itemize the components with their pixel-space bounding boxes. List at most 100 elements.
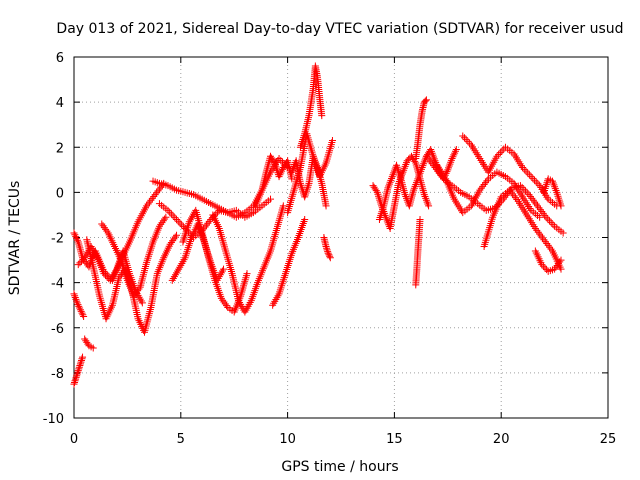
x-tick-label: 25 <box>600 432 617 447</box>
data-point-s9 <box>277 156 285 164</box>
data-point-s25 <box>529 174 537 182</box>
data-point-s25 <box>531 176 539 184</box>
data-point-s9 <box>166 208 174 216</box>
data-point-s1 <box>71 231 79 239</box>
data-point-s28 <box>557 202 565 210</box>
data-point-s9 <box>178 221 186 229</box>
data-point-s9 <box>173 215 181 223</box>
y-tick-label: 4 <box>56 96 64 111</box>
data-point-s16 <box>318 112 326 120</box>
data-point-s2 <box>73 372 81 380</box>
data-point-s12 <box>279 202 287 210</box>
y-tick-label: -4 <box>51 277 64 292</box>
data-point-s18 <box>326 252 334 260</box>
data-point-s6 <box>102 271 110 279</box>
data-point-s23 <box>545 217 553 225</box>
data-point-s24 <box>536 213 544 221</box>
data-point-s3 <box>79 311 87 319</box>
data-point-s23 <box>547 219 555 227</box>
data-point-s2 <box>75 363 83 371</box>
data-point-s11 <box>217 294 225 302</box>
data-point-s27 <box>553 261 561 269</box>
data-point-s6 <box>100 270 108 278</box>
data-point-s2 <box>74 368 82 376</box>
data-point-s25 <box>466 139 474 147</box>
data-point-s25 <box>534 180 542 188</box>
x-axis-label: GPS time / hours <box>281 459 398 475</box>
data-point-s19 <box>375 194 383 202</box>
data-point-s7 <box>98 220 106 228</box>
data-point-s17 <box>298 183 306 191</box>
data-point-s27 <box>552 263 560 271</box>
data-point-s17 <box>301 193 309 201</box>
data-point-s27 <box>551 265 559 273</box>
data-point-s25 <box>464 137 472 145</box>
data-point-s7 <box>130 292 138 300</box>
data-point-s7 <box>161 215 169 223</box>
y-tick-labels: -10 -8 -6 -4 -2 0 2 4 6 <box>43 51 64 427</box>
data-point-s27 <box>556 258 564 266</box>
data-point-s27 <box>557 256 565 264</box>
data-point-s19 <box>403 157 411 165</box>
data-point-s11 <box>219 296 227 304</box>
data-point-s3 <box>73 299 81 307</box>
data-point-s25 <box>462 136 470 144</box>
data-point-s5 <box>169 237 177 245</box>
data-point-s27 <box>538 261 546 269</box>
data-point-s3 <box>78 309 86 317</box>
data-point-s7 <box>103 227 111 235</box>
data-point-s6 <box>138 299 146 307</box>
y-tick-label: 2 <box>56 141 64 156</box>
data-point-s9 <box>179 223 187 231</box>
data-point-s27 <box>554 260 562 268</box>
data-point-s20 <box>450 151 458 159</box>
y-tick-label: 6 <box>56 51 64 66</box>
data-point-s2 <box>77 358 85 366</box>
x-tick-label: 20 <box>493 432 510 447</box>
data-point-s2 <box>74 367 82 375</box>
data-point-s7 <box>100 224 108 232</box>
data-point-s25 <box>522 167 530 175</box>
y-tick-label: -8 <box>51 367 64 382</box>
data-point-s11 <box>223 302 231 310</box>
data-point-s20 <box>451 147 459 155</box>
data-point-s19 <box>372 187 380 195</box>
data-point-s25 <box>520 165 528 173</box>
data-point-s5 <box>171 233 179 241</box>
y-tick-label: -6 <box>51 322 64 337</box>
data-point-s25 <box>525 171 533 179</box>
data-point-s21 <box>421 97 429 105</box>
data-point-s20 <box>451 149 459 157</box>
data-point-s6 <box>76 259 84 267</box>
data-point-s5 <box>167 238 175 246</box>
data-point-s7 <box>131 290 139 298</box>
data-point-s3 <box>76 304 84 312</box>
data-point-s1 <box>73 236 81 244</box>
data-point-s9 <box>164 206 172 214</box>
data-point-s15 <box>328 136 336 144</box>
data-point-s3 <box>72 295 80 303</box>
data-point-s2 <box>79 353 87 361</box>
data-point-s11 <box>220 298 228 306</box>
x-tick-label: 10 <box>279 432 296 447</box>
data-point-s25 <box>459 132 467 140</box>
data-point-s20 <box>443 168 451 176</box>
data-point-s13 <box>288 175 296 183</box>
data-point-s7 <box>132 289 140 297</box>
data-point-s28 <box>556 200 564 208</box>
data-point-s23 <box>544 215 552 223</box>
data-point-s7 <box>155 222 163 230</box>
data-point-s25 <box>524 169 532 177</box>
data-point-s2 <box>71 378 79 386</box>
data-point-s9 <box>171 214 179 222</box>
data-point-s18 <box>325 251 333 259</box>
data-point-s23 <box>520 185 528 193</box>
data-point-s13 <box>278 167 286 175</box>
data-point-s5 <box>115 274 123 282</box>
data-point-s7 <box>162 213 170 221</box>
data-point-s3 <box>74 301 82 309</box>
data-point-s20 <box>452 146 460 154</box>
data-point-s3 <box>80 312 88 320</box>
data-point-s17 <box>303 185 311 193</box>
data-point-s25 <box>460 134 468 142</box>
